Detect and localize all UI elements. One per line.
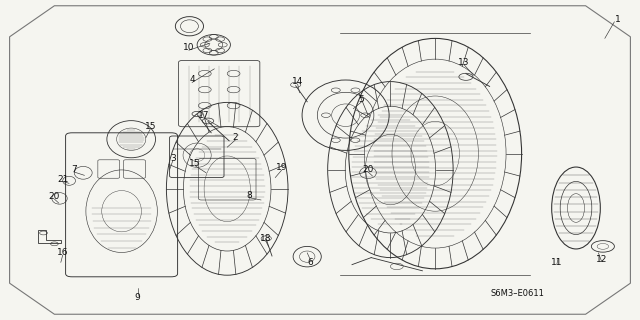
Text: 17: 17 <box>198 111 209 120</box>
Text: 19: 19 <box>276 164 287 172</box>
Text: 15: 15 <box>145 122 156 131</box>
Text: 13: 13 <box>458 58 470 67</box>
Text: 15: 15 <box>189 159 201 168</box>
Text: 6: 6 <box>308 258 313 267</box>
Text: 16: 16 <box>57 248 68 257</box>
Text: 20: 20 <box>49 192 60 201</box>
Text: S6M3–E0611: S6M3–E0611 <box>490 289 544 298</box>
Text: 21: 21 <box>57 175 68 184</box>
Text: 11: 11 <box>551 258 563 267</box>
Text: 14: 14 <box>292 77 303 86</box>
Text: 4: 4 <box>189 76 195 84</box>
Text: 8: 8 <box>247 191 252 200</box>
Text: 7: 7 <box>71 165 76 174</box>
Text: 18: 18 <box>260 234 271 243</box>
Text: 2: 2 <box>233 133 238 142</box>
Text: 9: 9 <box>135 293 140 302</box>
Text: 3: 3 <box>170 154 175 163</box>
Text: 5: 5 <box>359 95 364 104</box>
Text: 1: 1 <box>615 15 620 24</box>
Text: 12: 12 <box>596 255 607 264</box>
Text: 10: 10 <box>183 44 195 52</box>
Text: 20: 20 <box>362 165 374 174</box>
